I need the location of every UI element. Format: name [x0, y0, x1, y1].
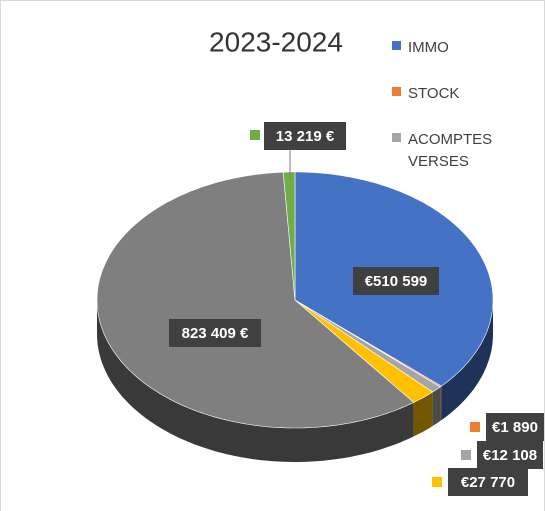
slice-side	[432, 387, 441, 426]
data-label: 13 219 €	[276, 128, 335, 145]
legend-label: STOCK	[408, 85, 460, 102]
slice	[294, 299, 434, 403]
slice	[282, 171, 296, 301]
label-box	[448, 468, 528, 496]
legend-label: ACOMPTES VERSES	[408, 131, 493, 170]
legend-swatch	[392, 41, 401, 50]
label-swatch	[432, 477, 442, 487]
legend-swatch	[392, 133, 401, 142]
data-label: €12 108	[483, 447, 537, 464]
data-label: 823 409 €	[182, 325, 249, 342]
legend-swatch	[392, 87, 401, 96]
slice	[96, 171, 415, 429]
slice-side	[97, 300, 414, 462]
label-box	[477, 441, 543, 469]
legend-label: IMMO	[408, 39, 449, 56]
label-swatch	[470, 422, 480, 432]
label-box	[353, 267, 439, 295]
label-swatch	[461, 450, 471, 460]
label-box	[169, 319, 261, 347]
chart-title: 2023-2024	[209, 26, 343, 57]
data-label: €27 770	[461, 474, 515, 491]
label-swatch	[250, 130, 260, 140]
data-label: €1 890	[492, 419, 538, 436]
slice-side	[440, 386, 442, 421]
slice-side	[413, 392, 433, 437]
slice-side	[441, 300, 493, 421]
label-box	[264, 122, 346, 150]
data-label: €510 599	[365, 273, 428, 290]
label-box	[486, 413, 544, 441]
